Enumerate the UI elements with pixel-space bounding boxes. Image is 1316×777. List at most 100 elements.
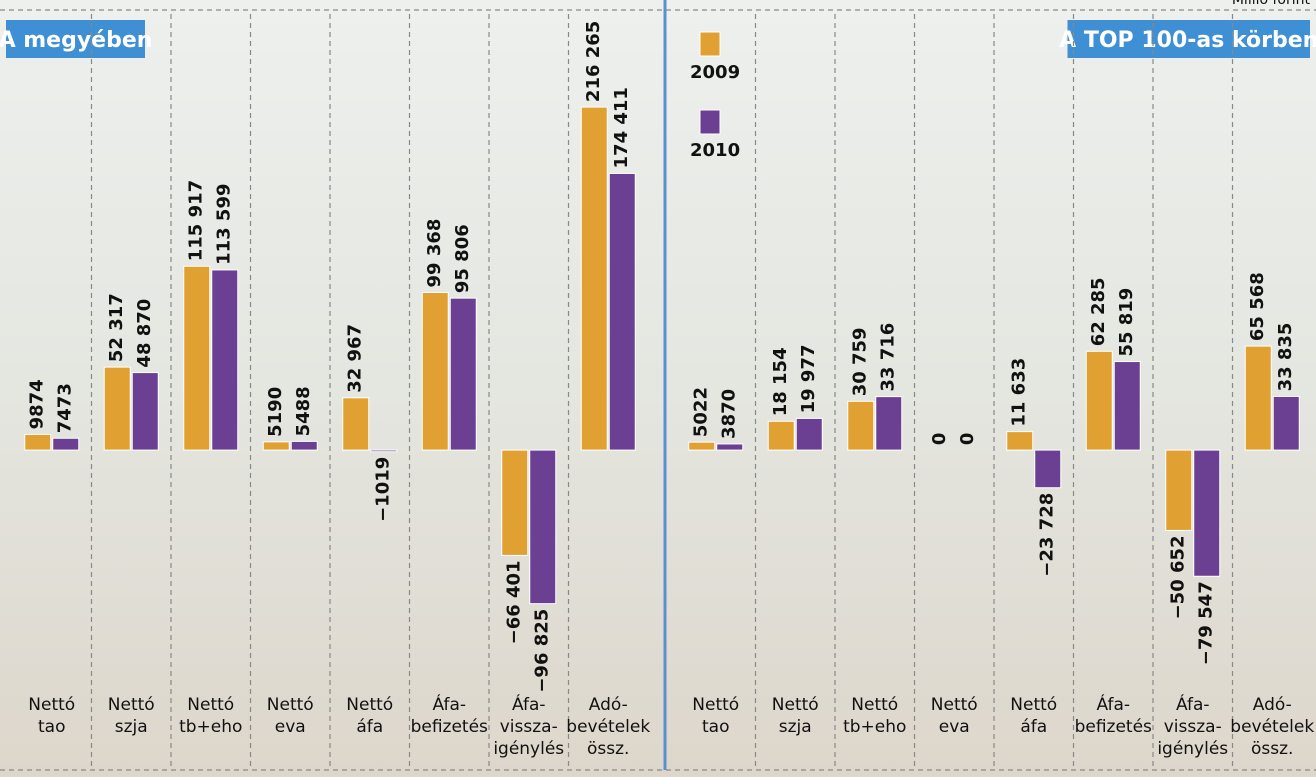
x-tick-label: szja	[779, 717, 812, 737]
bar	[768, 421, 794, 450]
value-label: −96 825	[532, 609, 553, 693]
value-label: 115 917	[186, 180, 207, 261]
bar	[609, 173, 635, 450]
x-tick-label: Nettó	[931, 695, 978, 715]
x-tick-label: igénylés	[1157, 739, 1228, 759]
bar	[184, 266, 210, 450]
bar	[212, 270, 238, 450]
bar	[53, 438, 79, 450]
value-label: 99 368	[424, 219, 445, 288]
x-tick-label: Áfa-	[1176, 693, 1210, 715]
x-tick-label: szja	[115, 717, 148, 737]
x-tick-label: tb+eho	[843, 717, 906, 737]
bar	[796, 418, 822, 450]
bar	[876, 397, 902, 450]
legend-label: 2009	[690, 62, 740, 83]
value-label: 52 317	[106, 293, 127, 362]
value-label: 55 819	[1116, 288, 1137, 357]
bar	[104, 367, 130, 450]
value-label: 9874	[27, 379, 48, 429]
value-label: 5190	[265, 387, 286, 437]
panel-title: A megyében	[0, 28, 152, 53]
x-tick-label: bevételek	[1230, 717, 1314, 737]
x-tick-label: Adó-	[1253, 695, 1292, 715]
x-tick-label: Nettó	[692, 695, 739, 715]
x-tick-label: Áfa-	[1096, 693, 1130, 715]
value-label: 33 835	[1275, 323, 1296, 392]
bar	[1194, 450, 1220, 576]
bar	[371, 450, 397, 452]
bar	[1166, 450, 1192, 530]
value-label: −79 547	[1196, 581, 1217, 665]
bar	[1007, 432, 1033, 450]
legend-swatch	[700, 32, 720, 56]
x-tick-label: Nettó	[267, 695, 314, 715]
bar	[25, 434, 51, 450]
x-tick-label: vissza-	[500, 717, 558, 737]
value-label: 65 568	[1247, 272, 1268, 341]
value-label: 174 411	[611, 87, 632, 168]
value-label: 19 977	[798, 345, 819, 414]
bar	[1035, 450, 1061, 488]
x-tick-label: tb+eho	[179, 717, 242, 737]
bar	[689, 442, 715, 450]
x-tick-label: tao	[38, 717, 65, 737]
chart: Millió forint A megyébenNettótao98747473…	[0, 0, 1316, 777]
value-label: 7473	[55, 383, 76, 433]
value-label: 0	[929, 433, 950, 446]
bar	[422, 292, 448, 450]
value-label: 48 870	[134, 299, 155, 368]
bar	[1114, 362, 1140, 451]
x-tick-label: össz.	[1251, 739, 1293, 759]
value-label: 113 599	[214, 183, 235, 264]
value-label: 5488	[293, 386, 314, 436]
value-label: −23 728	[1037, 493, 1058, 577]
bar	[581, 107, 607, 450]
x-tick-label: Nettó	[187, 695, 234, 715]
x-tick-label: bevételek	[566, 717, 650, 737]
value-label: 95 806	[452, 224, 473, 293]
x-tick-label: tao	[702, 717, 729, 737]
value-label: 11 633	[1009, 358, 1030, 427]
value-label: 18 154	[770, 347, 791, 416]
bar	[1273, 396, 1299, 450]
x-tick-label: Adó-	[589, 695, 628, 715]
bar	[450, 298, 476, 450]
value-label: −66 401	[504, 560, 525, 644]
bar	[530, 450, 556, 604]
x-tick-label: Nettó	[851, 695, 898, 715]
value-label: 216 265	[583, 21, 604, 102]
legend-swatch	[700, 110, 720, 134]
x-tick-label: befizetés	[411, 717, 488, 737]
value-label: 5022	[691, 387, 712, 437]
x-tick-label: Áfa-	[512, 693, 546, 715]
page: Millió forint A megyébenNettótao98747473…	[0, 0, 1316, 777]
value-label: 3870	[719, 389, 740, 439]
x-tick-label: eva	[275, 717, 306, 737]
value-label: −1019	[373, 457, 394, 522]
bar	[717, 444, 743, 450]
bar	[848, 401, 874, 450]
x-tick-label: áfa	[1020, 717, 1047, 737]
value-label: 0	[957, 433, 978, 446]
x-tick-label: befizetés	[1075, 717, 1152, 737]
x-tick-label: Nettó	[1010, 695, 1057, 715]
value-label: 33 716	[878, 323, 899, 392]
value-label: 62 285	[1088, 277, 1109, 346]
panel-title: A TOP 100-as körben	[1059, 28, 1316, 53]
legend-label: 2010	[690, 140, 740, 161]
x-tick-label: Áfa-	[432, 693, 466, 715]
x-tick-label: Nettó	[772, 695, 819, 715]
x-tick-label: Nettó	[346, 695, 393, 715]
x-tick-label: eva	[939, 717, 970, 737]
value-label: 32 967	[345, 324, 366, 393]
value-label: 30 759	[850, 327, 871, 396]
bar	[132, 373, 158, 451]
bar	[502, 450, 528, 555]
x-tick-label: össz.	[587, 739, 629, 759]
bar	[1245, 346, 1271, 450]
bar	[263, 442, 289, 450]
bar	[343, 398, 369, 450]
x-tick-label: Nettó	[28, 695, 75, 715]
x-tick-label: igénylés	[493, 739, 564, 759]
